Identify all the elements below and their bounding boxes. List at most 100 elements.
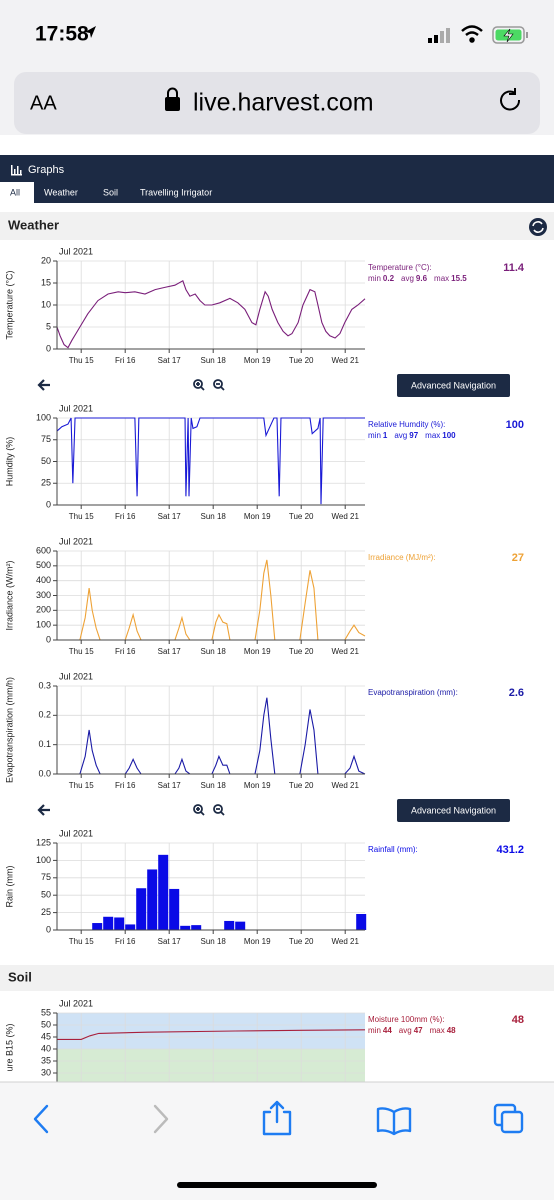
y-tick-label: 125 — [36, 837, 51, 847]
bar — [191, 925, 202, 930]
x-tick-label: Fri 16 — [115, 781, 136, 790]
x-tick-label: Sun 18 — [201, 512, 227, 521]
series-line — [56, 280, 366, 349]
y-tick-label: 5 — [46, 321, 51, 331]
active-tab[interactable] — [0, 182, 34, 203]
y-tick-label: 45 — [41, 1031, 51, 1041]
stat-label: max — [430, 1026, 445, 1035]
section-title: Weather — [8, 217, 59, 232]
stat-label: avg — [399, 1026, 412, 1035]
bar — [103, 916, 114, 930]
text-size-button[interactable]: AA — [30, 92, 57, 114]
x-tick-label: Mon 19 — [244, 647, 271, 656]
x-tick-label: Thu 15 — [69, 781, 94, 790]
tab[interactable]: All — [10, 187, 20, 197]
back-arrow[interactable] — [37, 379, 50, 391]
y-tick-label: 30 — [41, 1067, 51, 1077]
period-label: Jul 2021 — [59, 536, 93, 546]
x-tick-label: Tue 20 — [289, 356, 314, 365]
x-tick-label: Wed 21 — [331, 512, 359, 521]
legend-value: 2.6 — [509, 687, 524, 699]
button-label[interactable]: Advanced Navigation — [411, 805, 496, 815]
x-tick-label: Sat 17 — [158, 512, 182, 521]
tab[interactable]: Travelling Irrigator — [140, 187, 212, 197]
y-tick-label: 0 — [46, 343, 51, 353]
band — [57, 1049, 365, 1085]
bar — [92, 923, 103, 930]
share-button[interactable] — [262, 1100, 292, 1136]
refresh-button[interactable] — [529, 218, 547, 236]
x-tick-label: Thu 15 — [69, 356, 94, 365]
stat-value: 9.6 — [416, 274, 428, 283]
stat-label: min — [368, 1026, 381, 1035]
bar — [147, 869, 158, 930]
bookmarks-button[interactable] — [376, 1107, 412, 1136]
back-button[interactable] — [33, 1104, 49, 1134]
x-tick-label: Thu 15 — [69, 937, 94, 946]
x-tick-label: Wed 21 — [331, 647, 359, 656]
x-tick-label: Fri 16 — [115, 647, 136, 656]
y-tick-label: 50 — [41, 1019, 51, 1029]
stat-value: 47 — [414, 1026, 423, 1035]
zoom-out[interactable] — [213, 379, 225, 391]
y-axis-label: Humdity (%) — [4, 437, 14, 487]
lock-icon — [165, 87, 180, 111]
stat-value: 48 — [447, 1026, 456, 1035]
bar — [180, 925, 191, 930]
y-tick-label: 200 — [36, 605, 51, 615]
legend-value: 48 — [512, 1014, 524, 1026]
legend-stats: min 1 avg 97 max 100 — [368, 431, 456, 440]
x-tick-label: Mon 19 — [244, 512, 271, 521]
y-axis-label: Rain (mm) — [4, 865, 14, 907]
stat-label: max — [425, 431, 440, 440]
forward-button[interactable] — [153, 1104, 169, 1134]
x-tick-label: Tue 20 — [289, 647, 314, 656]
y-tick-label: 0 — [46, 634, 51, 644]
y-tick-label: 20 — [41, 255, 51, 265]
button-label[interactable]: Advanced Navigation — [411, 380, 496, 390]
x-tick-label: Tue 20 — [289, 512, 314, 521]
legend-label: Relative Humdity (%): — [368, 420, 445, 429]
legend-label: Rainfall (mm): — [368, 845, 418, 854]
advanced-navigation-button[interactable] — [397, 799, 510, 822]
battery-icon — [492, 26, 528, 44]
advanced-navigation-button[interactable] — [397, 374, 510, 397]
stat-label: max — [434, 274, 449, 283]
period-label: Jul 2021 — [59, 403, 93, 413]
y-tick-label: 25 — [41, 907, 51, 917]
y-tick-label: 600 — [36, 545, 51, 555]
zoom-out[interactable] — [213, 804, 225, 816]
section-title: Soil — [8, 969, 32, 984]
stat-label: avg — [401, 274, 414, 283]
url[interactable]: live.harvest.com — [193, 89, 374, 117]
section-header — [0, 965, 554, 991]
app-title: Graphs — [28, 164, 65, 176]
page-top — [0, 135, 554, 155]
bar — [125, 924, 136, 930]
y-tick-label: 0.0 — [38, 768, 51, 778]
x-tick-label: Thu 15 — [69, 512, 94, 521]
y-tick-label: 15 — [41, 277, 51, 287]
back-arrow[interactable] — [37, 804, 50, 816]
legend-stats: min 0.2 avg 9.6 max 15.5 — [368, 274, 467, 283]
zoom-in[interactable] — [193, 804, 205, 816]
y-axis-label: Evapotranspiration (mm/h) — [4, 677, 14, 783]
y-axis-label: ure B15 (%) — [4, 1023, 14, 1071]
location-icon — [85, 26, 96, 38]
y-tick-label: 0.3 — [38, 680, 51, 690]
stat-value: 0.2 — [383, 274, 395, 283]
series-line — [56, 417, 365, 505]
tab[interactable]: Weather — [44, 187, 78, 197]
tabs-button[interactable] — [493, 1103, 524, 1134]
reload-button[interactable] — [500, 88, 521, 111]
bar — [356, 913, 367, 930]
tab[interactable]: Soil — [103, 187, 118, 197]
url-bar[interactable] — [14, 72, 540, 134]
signal-icon — [428, 28, 450, 43]
y-tick-label: 40 — [41, 1043, 51, 1053]
y-tick-label: 25 — [41, 478, 51, 488]
x-tick-label: Sat 17 — [158, 781, 182, 790]
stat-label: min — [368, 274, 381, 283]
y-tick-label: 0.2 — [38, 710, 51, 720]
zoom-in[interactable] — [193, 379, 205, 391]
